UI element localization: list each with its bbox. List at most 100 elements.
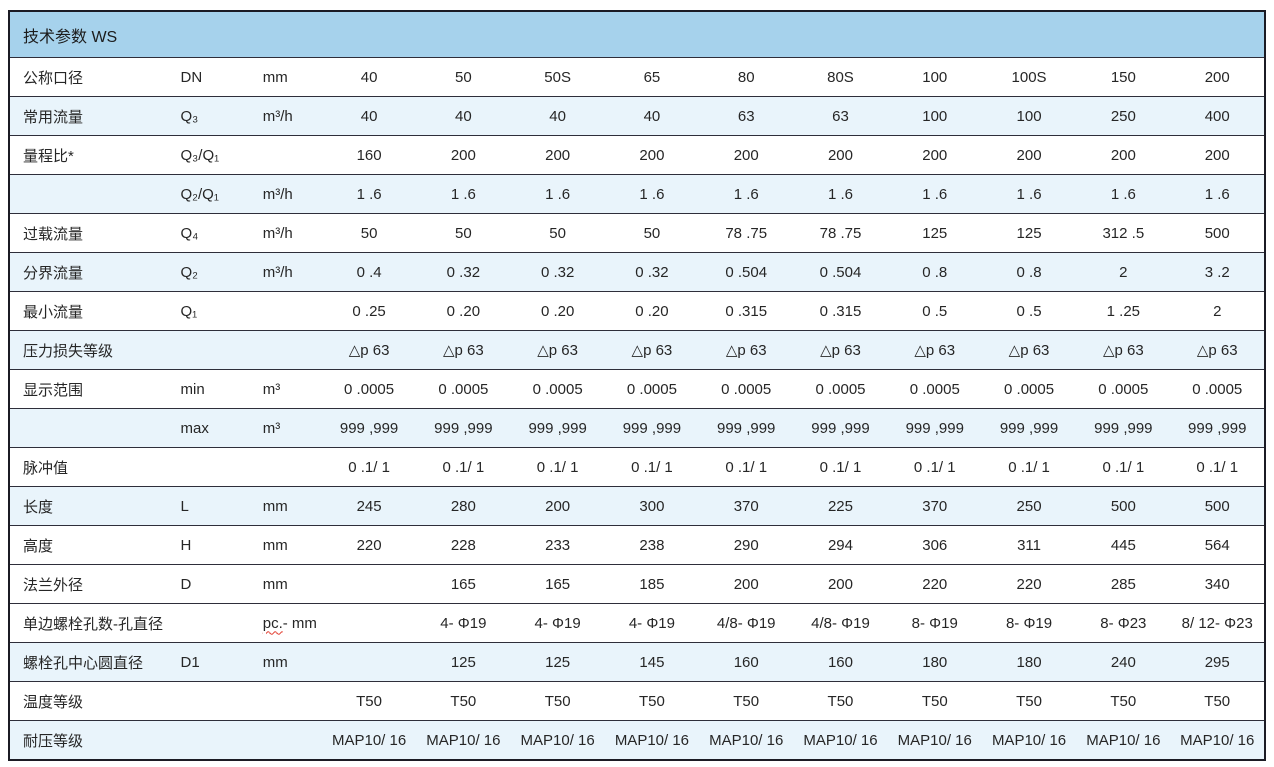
row-unit <box>257 291 322 331</box>
value-cell: T50 <box>981 681 1077 721</box>
value-cell: 220 <box>887 564 982 604</box>
value-cell: 200 <box>510 135 605 175</box>
value-cell: MAP10/ 16 <box>510 720 605 760</box>
row-symbol: max <box>175 408 258 448</box>
value-cell: △p 63 <box>1076 330 1171 370</box>
row-label <box>9 408 176 448</box>
value-cell: 0 .8 <box>887 252 982 292</box>
value-cell: 1 .6 <box>604 174 700 214</box>
value-cell: 300 <box>604 486 700 526</box>
value-cell: 165 <box>510 564 605 604</box>
row-unit: mm <box>257 564 322 604</box>
value-cell: 0 .1/ 1 <box>604 447 700 487</box>
value-cell: MAP10/ 16 <box>793 720 888 760</box>
value-cell: 200 <box>793 564 888 604</box>
row-symbol: Q₂ <box>175 252 258 292</box>
row-symbol: Q₃ <box>175 96 258 136</box>
table-row: 显示范围 min m³ 0 .0005 0 .0005 0 .0005 0 .0005 0 .… <box>9 369 1265 409</box>
row-unit <box>257 330 322 370</box>
value-cell: 80S <box>793 57 888 97</box>
value-cell: 0 .1/ 1 <box>416 447 511 487</box>
value-cell: 0 .0005 <box>1076 369 1171 409</box>
value-cell: 1 .6 <box>510 174 605 214</box>
value-cell: 0 .504 <box>793 252 888 292</box>
value-cell: 3 .2 <box>1170 252 1265 292</box>
value-cell: △p 63 <box>510 330 605 370</box>
value-cell: △p 63 <box>1170 330 1265 370</box>
row-unit <box>257 681 322 721</box>
value-cell: 0 .1/ 1 <box>793 447 888 487</box>
value-cell: 4- Φ19 <box>510 603 605 643</box>
value-cell: 0 .32 <box>604 252 700 292</box>
table-title: 技术参数 WS <box>9 11 1265 58</box>
value-cell: 312 .5 <box>1076 213 1171 253</box>
value-cell: 50 <box>416 213 511 253</box>
row-unit: m³/h <box>257 252 322 292</box>
row-label: 温度等级 <box>9 681 176 721</box>
value-cell: T50 <box>604 681 700 721</box>
value-cell: T50 <box>699 681 794 721</box>
value-cell: 500 <box>1170 486 1265 526</box>
row-unit: mm <box>257 57 322 97</box>
row-symbol <box>175 603 258 643</box>
row-label: 脉冲值 <box>9 447 176 487</box>
value-cell: MAP10/ 16 <box>604 720 700 760</box>
value-cell: 0 .315 <box>699 291 794 331</box>
value-cell: 65 <box>604 57 700 97</box>
value-cell: △p 63 <box>321 330 417 370</box>
value-cell: 40 <box>321 96 417 136</box>
value-cell: 500 <box>1076 486 1171 526</box>
value-cell: 185 <box>604 564 700 604</box>
value-cell: 999 ,999 <box>416 408 511 448</box>
value-cell: 1 .6 <box>981 174 1077 214</box>
value-cell: 160 <box>699 642 794 682</box>
value-cell: 200 <box>604 135 700 175</box>
row-symbol: Q₃/Q₁ <box>175 135 258 175</box>
row-symbol: L <box>175 486 258 526</box>
value-cell: 294 <box>793 525 888 565</box>
value-cell: 999 ,999 <box>1170 408 1265 448</box>
row-unit-misspelled: pc. <box>262 614 283 632</box>
value-cell: 63 <box>793 96 888 136</box>
value-cell: 280 <box>416 486 511 526</box>
row-label: 量程比* <box>9 135 176 175</box>
value-cell: T50 <box>1076 681 1171 721</box>
value-cell: 220 <box>321 525 417 565</box>
value-cell: 0 .504 <box>699 252 794 292</box>
value-cell: 1 .6 <box>416 174 511 214</box>
value-cell: 1 .6 <box>887 174 982 214</box>
value-cell: 50S <box>510 57 605 97</box>
value-cell: △p 63 <box>981 330 1077 370</box>
row-label: 最小流量 <box>9 291 176 331</box>
row-label: 单边螺栓孔数-孔直径 <box>9 603 176 643</box>
value-cell: 40 <box>510 96 605 136</box>
value-cell: 0 .20 <box>510 291 605 331</box>
value-cell: 0 .0005 <box>981 369 1077 409</box>
spec-table-body: 技术参数 WS 公称口径 DN mm 40 50 50S 65 80 80S 100 100S 150… <box>9 11 1265 760</box>
row-unit: m³ <box>257 369 322 409</box>
value-cell: 180 <box>981 642 1077 682</box>
row-symbol: DN <box>175 57 258 97</box>
value-cell: 370 <box>887 486 982 526</box>
value-cell: 0 .8 <box>981 252 1077 292</box>
value-cell: 4- Φ19 <box>604 603 700 643</box>
row-symbol: Q₂/Q₁ <box>175 174 258 214</box>
value-cell: 4- Φ19 <box>416 603 511 643</box>
value-cell: △p 63 <box>887 330 982 370</box>
value-cell: 250 <box>1076 96 1171 136</box>
value-cell: 4/8- Φ19 <box>793 603 888 643</box>
row-unit: m³/h <box>257 96 322 136</box>
value-cell: MAP10/ 16 <box>321 720 417 760</box>
value-cell: 0 .20 <box>604 291 700 331</box>
value-cell: 200 <box>981 135 1077 175</box>
value-cell: 145 <box>604 642 700 682</box>
value-cell: 40 <box>416 96 511 136</box>
value-cell: 100 <box>887 96 982 136</box>
table-row: 螺栓孔中心圆直径 D1 mm 125 125 145 160 160 180 180 240 295 <box>9 642 1265 682</box>
value-cell: T50 <box>1170 681 1265 721</box>
value-cell: 0 .1/ 1 <box>981 447 1077 487</box>
value-cell: 100S <box>981 57 1077 97</box>
value-cell: 0 .0005 <box>510 369 605 409</box>
value-cell: 0 .25 <box>321 291 417 331</box>
